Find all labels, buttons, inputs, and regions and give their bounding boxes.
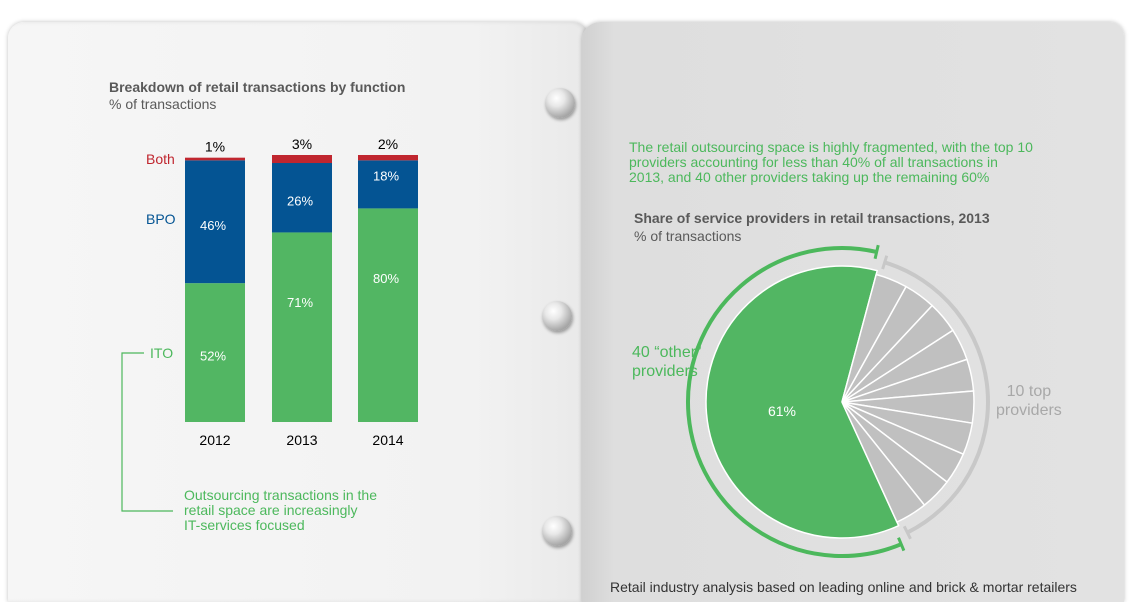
label-other-line: providers xyxy=(632,363,698,380)
data-label-bpo-2013: 26% xyxy=(287,194,313,209)
ito-bracket-line xyxy=(121,352,173,512)
left-note: Outsourcing transactions in the retail s… xyxy=(184,488,377,533)
pie-slice-top-provider xyxy=(841,401,926,524)
arc-other-providers xyxy=(686,246,902,558)
x-tick-label-2014: 2014 xyxy=(372,432,403,448)
left-chart-subtitle: % of transactions xyxy=(109,96,217,112)
right-intro-line: providers accounting for less than 40% o… xyxy=(629,154,998,170)
data-label-bpo-2014: 18% xyxy=(373,168,399,183)
bar-ito-2012 xyxy=(185,283,245,422)
data-label-both-2014: 2% xyxy=(378,136,398,152)
arc-top-providers-end xyxy=(902,525,912,540)
data-label-ito-2013: 71% xyxy=(287,295,313,310)
x-tick-label-2012: 2012 xyxy=(199,432,230,448)
bar-bpo-2013 xyxy=(272,163,332,233)
arc-top-providers xyxy=(884,260,990,535)
label-top-providers: 10 top providers xyxy=(996,382,1062,420)
bar-ito-2013 xyxy=(272,232,332,422)
binder-ring-middle xyxy=(542,301,572,331)
left-note-line: retail space are increasingly xyxy=(184,502,358,518)
x-tick-label-2013: 2013 xyxy=(286,432,317,448)
right-intro: The retail outsourcing space is highly f… xyxy=(629,140,1033,185)
data-label-both-2012: 1% xyxy=(205,139,225,155)
pie-slice-other-providers xyxy=(705,265,900,539)
bar-bpo-2014 xyxy=(358,160,418,209)
binder-ring-top xyxy=(545,88,575,118)
right-intro-line: 2013, and 40 other providers taking up t… xyxy=(629,169,990,185)
bar-both-2014 xyxy=(358,155,418,161)
bar-ito-2014 xyxy=(358,208,418,422)
label-top-line: providers xyxy=(996,402,1062,419)
arc-other-providers-end xyxy=(873,244,880,260)
legend-both: Both xyxy=(146,151,175,167)
left-chart-title: Breakdown of retail transactions by func… xyxy=(109,79,406,95)
label-top-line: 10 top xyxy=(1006,383,1052,400)
right-chart-title: Share of service providers in retail tra… xyxy=(634,210,990,226)
bar-both-2012 xyxy=(185,157,245,161)
right-chart-subtitle: % of transactions xyxy=(634,228,742,244)
data-label-ito-2014: 80% xyxy=(373,271,399,286)
bar-bpo-2012 xyxy=(185,160,245,284)
data-label-bpo-2012: 46% xyxy=(200,218,226,233)
data-label-ito-2012: 52% xyxy=(200,349,226,364)
right-intro-line: The retail outsourcing space is highly f… xyxy=(629,139,1033,155)
bar-both-2013 xyxy=(272,155,332,164)
label-other-providers: 40 “other” providers xyxy=(632,343,701,381)
data-label-both-2013: 3% xyxy=(292,136,312,152)
arc-other-providers-end xyxy=(897,537,906,552)
legend-ito: ITO xyxy=(150,345,174,361)
arc-top-providers-end xyxy=(881,255,889,270)
legend-bpo: BPO xyxy=(146,211,176,227)
pie-value-label: 61% xyxy=(768,403,796,419)
left-note-line: Outsourcing transactions in the xyxy=(184,487,377,503)
left-note-line: IT-services focused xyxy=(184,517,305,533)
label-other-line: 40 “other” xyxy=(632,344,702,361)
binder-ring-bottom xyxy=(542,516,572,546)
